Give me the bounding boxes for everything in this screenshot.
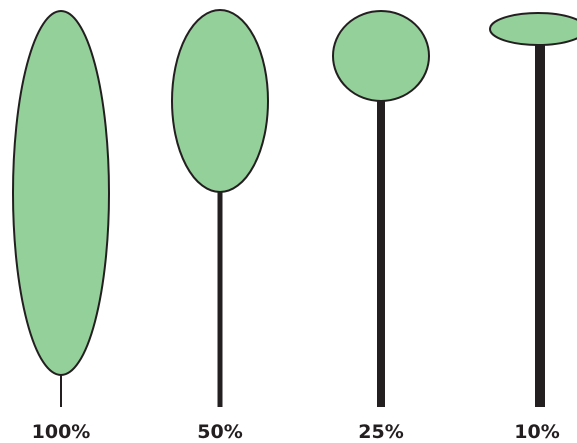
figure-label-10: 10% (514, 421, 560, 443)
balloon-50 (171, 9, 269, 193)
balloon-100 (12, 10, 110, 376)
figure-label-100: 100% (31, 421, 91, 443)
figure-100 (12, 10, 110, 407)
figure-label-25: 25% (358, 421, 404, 443)
balloon-10 (489, 12, 577, 46)
figure-50 (171, 9, 269, 407)
balloon-25 (332, 10, 430, 102)
figure-10 (489, 12, 577, 407)
figure-label-50: 50% (197, 421, 243, 443)
figure-25 (332, 10, 430, 407)
